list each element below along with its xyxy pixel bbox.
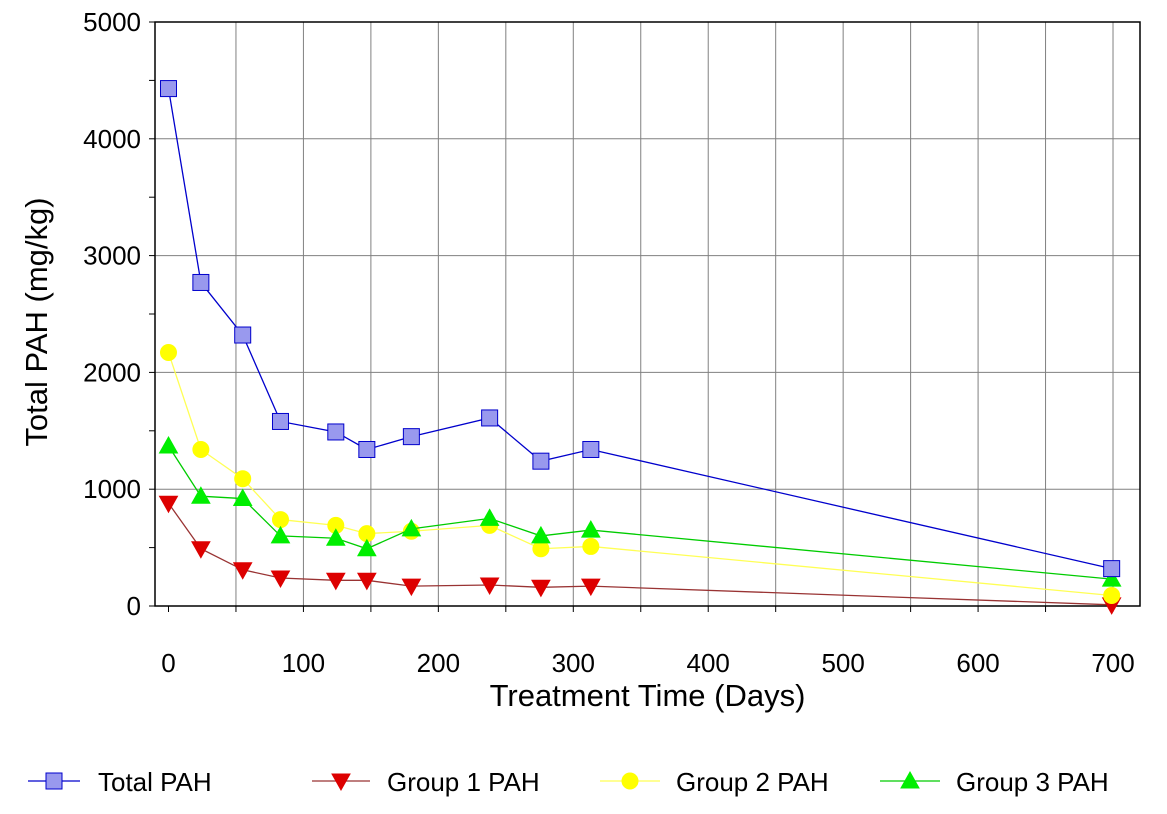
series-group-2-pah xyxy=(159,344,1121,604)
data-point-total-pah xyxy=(402,428,420,446)
series-line-group-3-pah xyxy=(167,445,1112,580)
y-tick-label: 1000 xyxy=(83,474,141,504)
x-tick-label: 700 xyxy=(1091,648,1134,678)
data-point-group-3-pah xyxy=(531,525,551,544)
legend-marker-group-1-pah xyxy=(331,773,351,792)
x-tick-label: 400 xyxy=(687,648,730,678)
data-point-group-1-pah xyxy=(531,579,551,598)
data-point-total-pah xyxy=(532,452,550,470)
series-total-pah xyxy=(159,80,1121,578)
x-tick-label: 300 xyxy=(552,648,595,678)
series-group-3-pah xyxy=(158,435,1122,587)
series-lines xyxy=(158,80,1122,615)
legend-item-group-3-pah: Group 3 PAH xyxy=(880,767,1109,797)
x-tick-label: 500 xyxy=(821,648,864,678)
y-tick-label: 5000 xyxy=(83,7,141,37)
data-point-group-1-pah xyxy=(401,578,422,597)
data-point-group-1-pah xyxy=(356,572,377,591)
data-point-group-3-pah xyxy=(401,518,422,537)
legend-marker-total-pah xyxy=(45,772,63,790)
data-point-group-2-pah xyxy=(582,537,600,555)
x-tick-label: 200 xyxy=(417,648,460,678)
series-line-total-pah xyxy=(167,88,1112,570)
data-point-total-pah xyxy=(481,409,499,427)
data-point-group-3-pah xyxy=(158,435,179,454)
y-tick-label: 3000 xyxy=(83,241,141,271)
data-point-total-pah xyxy=(159,80,177,98)
y-tick-label: 4000 xyxy=(83,124,141,154)
data-point-group-2-pah xyxy=(159,344,177,362)
data-point-group-1-pah xyxy=(325,572,346,591)
data-point-group-1-pah xyxy=(479,577,500,595)
legend-label-group-2-pah: Group 2 PAH xyxy=(676,767,829,797)
data-point-group-3-pah xyxy=(356,538,377,557)
data-point-total-pah xyxy=(271,412,289,430)
data-point-group-3-pah xyxy=(1101,569,1122,587)
series-line-group-2-pah xyxy=(167,352,1112,597)
legend-item-total-pah: Total PAH xyxy=(28,767,212,797)
data-point-group-3-pah xyxy=(325,528,346,546)
data-point-group-1-pah xyxy=(191,541,211,559)
data-point-group-1-pah xyxy=(580,578,601,597)
data-point-total-pah xyxy=(1103,560,1121,578)
data-point-group-1-pah xyxy=(158,495,179,514)
data-point-group-1-pah xyxy=(270,570,291,588)
data-point-group-1-pah xyxy=(232,562,253,580)
legend-item-group-2-pah: Group 2 PAH xyxy=(600,767,829,797)
series-group-1-pah xyxy=(158,495,1122,615)
legend: Total PAH Group 1 PAH Group 2 PAH Group 3 P… xyxy=(28,767,1109,797)
data-point-group-3-pah xyxy=(191,486,211,504)
x-axis-title: Treatment Time (Days) xyxy=(490,678,806,713)
data-point-total-pah xyxy=(192,273,210,291)
legend-label-group-3-pah: Group 3 PAH xyxy=(956,767,1109,797)
legend-marker-group-2-pah xyxy=(621,772,639,790)
data-point-group-2-pah xyxy=(1103,586,1121,604)
data-point-group-2-pah xyxy=(234,470,252,488)
y-tick-label: 0 xyxy=(127,591,141,621)
axes xyxy=(149,21,1141,612)
x-tick-label: 0 xyxy=(161,648,175,678)
data-point-total-pah xyxy=(327,423,345,441)
data-point-total-pah xyxy=(234,326,252,344)
data-point-group-3-pah xyxy=(270,525,291,544)
y-axis-title: Total PAH (mg/kg) xyxy=(19,197,54,446)
data-point-total-pah xyxy=(358,440,376,458)
data-point-group-3-pah xyxy=(479,508,500,526)
data-point-group-2-pah xyxy=(192,440,210,458)
grid xyxy=(155,21,1140,607)
plot-frame xyxy=(154,21,1141,607)
legend-label-group-1-pah: Group 1 PAH xyxy=(387,767,540,797)
tick-labels: 0 100 200 300 400 500 600 700 0 1000 2000 3000 4000 5… xyxy=(83,7,1135,678)
x-tick-label: 600 xyxy=(956,648,999,678)
x-tick-label: 100 xyxy=(282,648,325,678)
y-tick-label: 2000 xyxy=(83,357,141,387)
data-point-group-3-pah xyxy=(580,520,601,538)
data-point-group-2-pah xyxy=(271,511,289,529)
legend-item-group-1-pah: Group 1 PAH xyxy=(312,767,540,797)
data-point-group-3-pah xyxy=(232,488,253,507)
series-line-group-1-pah xyxy=(167,502,1112,606)
legend-marker-group-3-pah xyxy=(900,770,920,789)
legend-label-total-pah: Total PAH xyxy=(98,767,212,797)
data-point-total-pah xyxy=(582,440,600,458)
